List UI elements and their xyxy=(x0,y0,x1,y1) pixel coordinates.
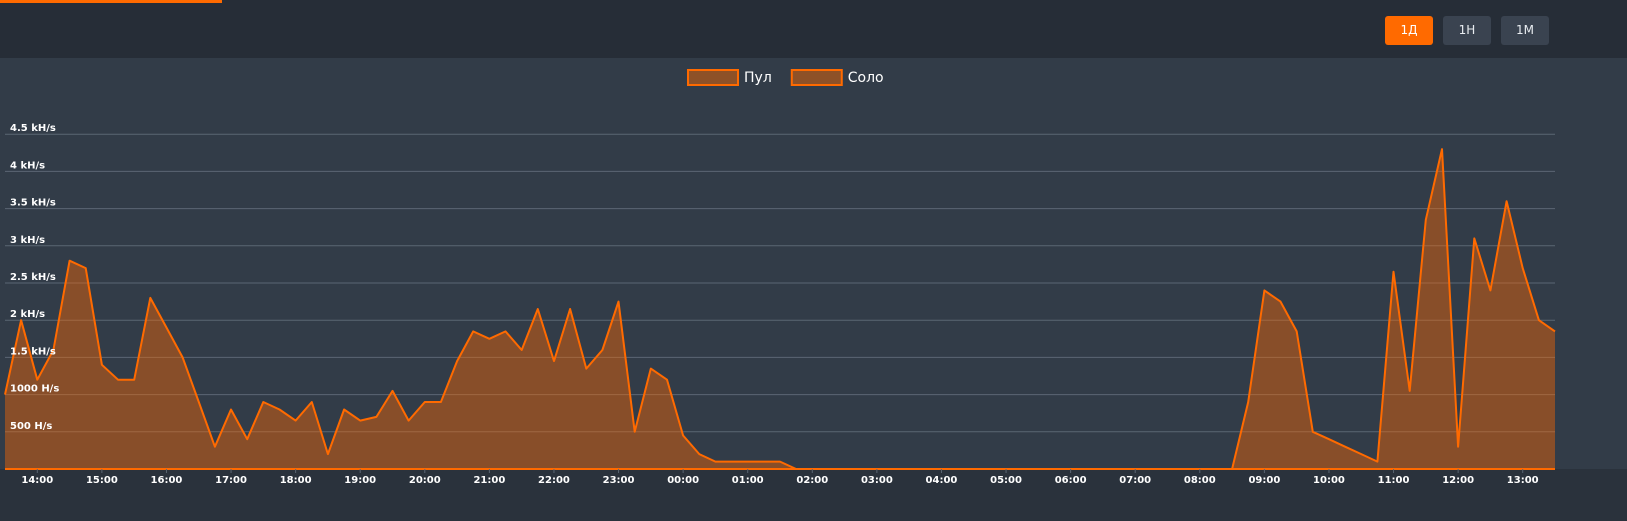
chart-background xyxy=(0,58,1627,521)
y-tick-label: 2.5 kH/s xyxy=(10,272,56,283)
range-button[interactable]: 1Д xyxy=(1385,16,1433,45)
x-tick-label: 09:00 xyxy=(1248,475,1280,486)
y-tick-label: 2 kH/s xyxy=(10,309,45,320)
x-tick-label: 03:00 xyxy=(861,475,893,486)
x-tick-label: 18:00 xyxy=(280,475,312,486)
x-tick-label: 04:00 xyxy=(926,475,958,486)
x-tick-label: 00:00 xyxy=(667,475,699,486)
x-tick-label: 17:00 xyxy=(215,475,247,486)
y-tick-label: 4 kH/s xyxy=(10,160,45,171)
legend-swatch xyxy=(687,69,739,86)
series-area xyxy=(5,149,1555,469)
range-button[interactable]: 1М xyxy=(1501,16,1549,45)
range-button[interactable]: 1Н xyxy=(1443,16,1491,45)
series-line xyxy=(4,148,1556,470)
y-tick-label: 3 kH/s xyxy=(10,235,45,246)
x-tick-label: 13:00 xyxy=(1507,475,1539,486)
x-tick-label: 10:00 xyxy=(1313,475,1345,486)
x-tick-label: 02:00 xyxy=(796,475,828,486)
legend-label: Соло xyxy=(848,70,884,86)
legend-label: Пул xyxy=(744,70,772,86)
y-tick-label: 4.5 kH/s xyxy=(10,123,56,134)
x-tick-label: 23:00 xyxy=(603,475,635,486)
x-tick-label: 15:00 xyxy=(86,475,118,486)
x-tick-label: 05:00 xyxy=(990,475,1022,486)
x-tick-label: 19:00 xyxy=(344,475,376,486)
x-tick-label: 16:00 xyxy=(151,475,183,486)
x-tick-label: 12:00 xyxy=(1442,475,1474,486)
x-tick-label: 01:00 xyxy=(732,475,764,486)
x-tick-label: 20:00 xyxy=(409,475,441,486)
y-tick-label: 1000 H/s xyxy=(10,384,59,395)
x-tick-label: 06:00 xyxy=(1055,475,1087,486)
toolbar: 1Д 1Н 1М xyxy=(0,0,1627,58)
x-tick-label: 14:00 xyxy=(21,475,53,486)
x-tick-label: 07:00 xyxy=(1119,475,1151,486)
legend-swatch xyxy=(790,69,843,86)
x-axis-band xyxy=(0,469,1627,521)
y-tick-label: 3.5 kH/s xyxy=(10,198,56,209)
chart: Пул Соло 500 H/s 1000 H/s 1.5 kH/s 2 kH/s 2.5 … xyxy=(0,58,1627,521)
y-tick-label: 1.5 kH/s xyxy=(10,346,56,357)
x-tick-label: 21:00 xyxy=(473,475,505,486)
active-tab-indicator xyxy=(0,0,222,3)
x-tick-label: 22:00 xyxy=(538,475,570,486)
x-tick-label: 08:00 xyxy=(1184,475,1216,486)
x-tick-label: 11:00 xyxy=(1378,475,1410,486)
y-tick-label: 500 H/s xyxy=(10,421,52,432)
